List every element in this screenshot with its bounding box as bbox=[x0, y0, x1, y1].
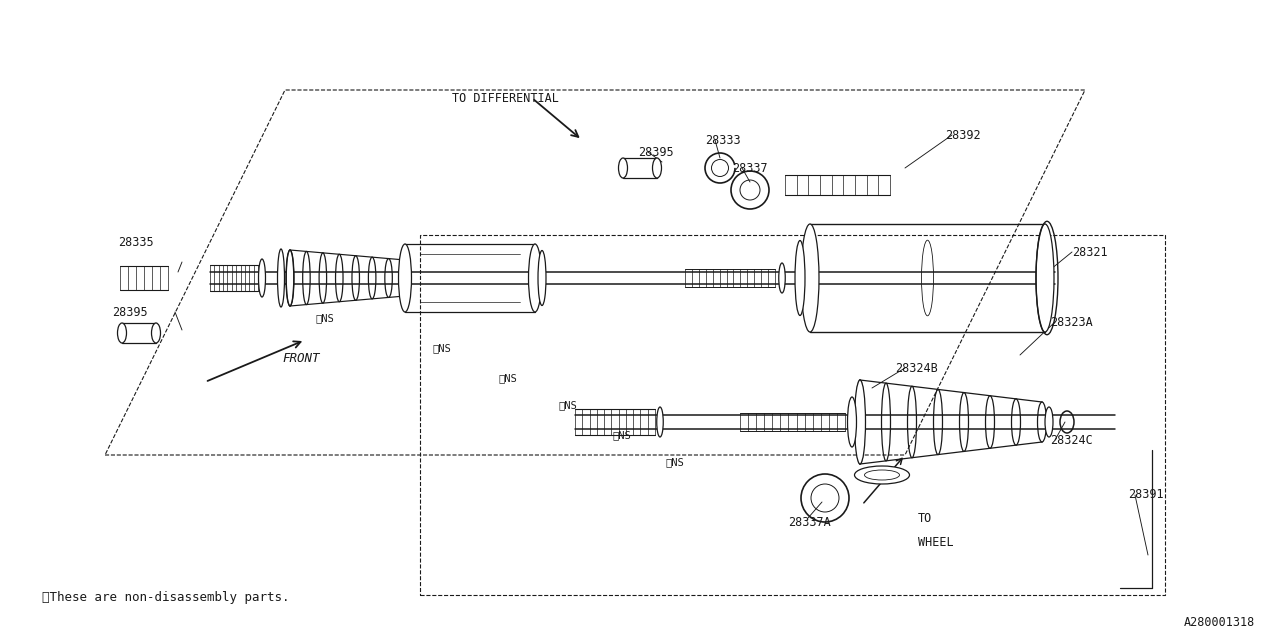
Ellipse shape bbox=[618, 158, 627, 178]
Text: 28395: 28395 bbox=[637, 145, 673, 159]
Text: ※NS: ※NS bbox=[433, 343, 451, 353]
Polygon shape bbox=[623, 158, 657, 178]
Ellipse shape bbox=[657, 407, 663, 437]
Text: ※NS: ※NS bbox=[558, 400, 577, 410]
Ellipse shape bbox=[118, 323, 127, 343]
Text: 28324B: 28324B bbox=[895, 362, 938, 374]
Ellipse shape bbox=[529, 244, 541, 312]
Ellipse shape bbox=[855, 466, 910, 484]
Text: ※These are non-disassembly parts.: ※These are non-disassembly parts. bbox=[42, 591, 289, 605]
Ellipse shape bbox=[278, 249, 284, 307]
Text: 28391: 28391 bbox=[1128, 488, 1164, 502]
Text: 28321: 28321 bbox=[1073, 246, 1107, 259]
Text: 28337: 28337 bbox=[732, 161, 768, 175]
Ellipse shape bbox=[795, 241, 805, 316]
Ellipse shape bbox=[285, 250, 294, 306]
Text: TO: TO bbox=[918, 511, 932, 525]
Ellipse shape bbox=[259, 259, 265, 297]
Text: TO DIFFERENTIAL: TO DIFFERENTIAL bbox=[452, 92, 559, 104]
Text: 28392: 28392 bbox=[945, 129, 980, 141]
Ellipse shape bbox=[538, 250, 547, 305]
Ellipse shape bbox=[1036, 224, 1053, 332]
Text: WHEEL: WHEEL bbox=[918, 536, 954, 548]
Text: 28337A: 28337A bbox=[788, 515, 831, 529]
Ellipse shape bbox=[801, 224, 819, 332]
Text: 28324C: 28324C bbox=[1050, 433, 1093, 447]
Ellipse shape bbox=[653, 158, 662, 178]
Text: ※NS: ※NS bbox=[498, 373, 517, 383]
Text: ※NS: ※NS bbox=[315, 313, 334, 323]
Text: 28333: 28333 bbox=[705, 134, 741, 147]
Ellipse shape bbox=[778, 263, 785, 293]
Text: ※NS: ※NS bbox=[612, 430, 631, 440]
Text: FRONT: FRONT bbox=[282, 351, 320, 365]
Ellipse shape bbox=[1044, 407, 1053, 437]
Text: A280001318: A280001318 bbox=[1184, 616, 1254, 628]
Ellipse shape bbox=[855, 380, 865, 464]
Ellipse shape bbox=[151, 323, 160, 343]
Polygon shape bbox=[122, 323, 156, 343]
Text: 28335: 28335 bbox=[118, 236, 154, 248]
Text: 28323A: 28323A bbox=[1050, 316, 1093, 328]
Text: ※NS: ※NS bbox=[666, 457, 684, 467]
Ellipse shape bbox=[847, 397, 856, 447]
Text: 28395: 28395 bbox=[113, 305, 147, 319]
Ellipse shape bbox=[398, 244, 411, 312]
